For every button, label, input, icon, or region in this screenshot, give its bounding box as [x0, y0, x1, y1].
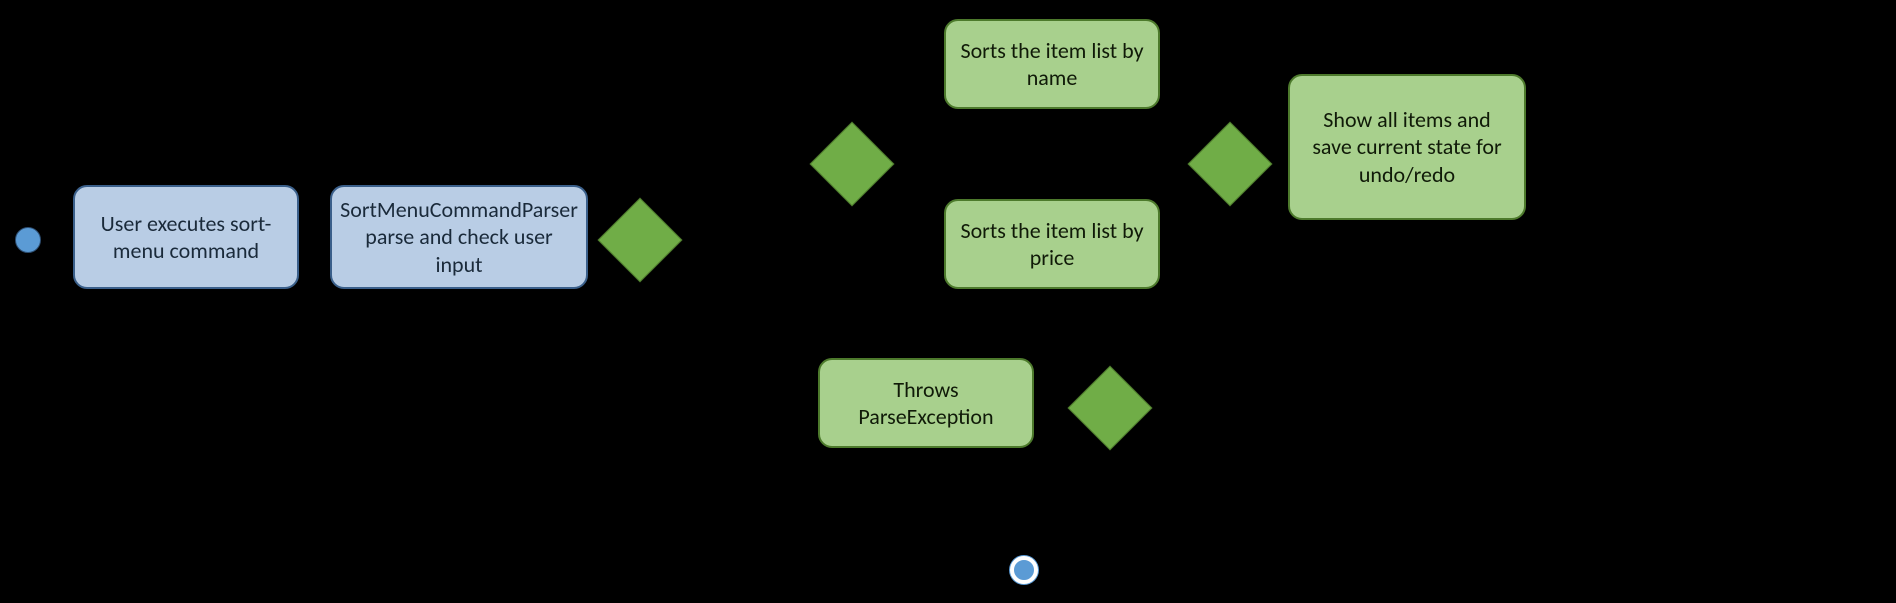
- activity-throws: Throws ParseException: [818, 358, 1034, 448]
- activity-label: User executes sort-menu command: [89, 210, 283, 265]
- decision-1: [598, 198, 683, 283]
- start-node: [15, 227, 41, 253]
- activity-parser: SortMenuCommandParser parse and check us…: [330, 185, 588, 289]
- activity-label: Show all items and save current state fo…: [1304, 106, 1510, 189]
- activity-sort-price: Sorts the item list by price: [944, 199, 1160, 289]
- activity-label: Sorts the item list by name: [960, 37, 1144, 92]
- decision-3: [1188, 122, 1273, 207]
- activity-label: SortMenuCommandParser parse and check us…: [340, 196, 578, 279]
- activity-sort-name: Sorts the item list by name: [944, 19, 1160, 109]
- decision-4: [1068, 366, 1153, 451]
- activity-label: Throws ParseException: [834, 376, 1018, 431]
- end-node: [1010, 556, 1038, 584]
- decision-2: [810, 122, 895, 207]
- activity-user-executes: User executes sort-menu command: [73, 185, 299, 289]
- activity-show-all: Show all items and save current state fo…: [1288, 74, 1526, 220]
- activity-label: Sorts the item list by price: [960, 217, 1144, 272]
